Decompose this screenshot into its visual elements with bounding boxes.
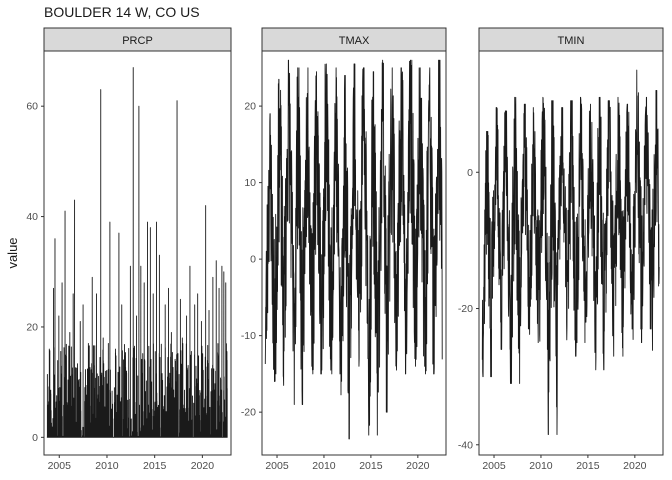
y-tick-label: 60 xyxy=(26,101,38,113)
x-tick-label: 2020 xyxy=(191,460,215,472)
y-tick-label: 20 xyxy=(26,321,38,333)
y-tick-label: -20 xyxy=(458,303,473,315)
series-line-tmax xyxy=(264,59,443,440)
x-tick-label: 2010 xyxy=(529,460,553,472)
panel-border xyxy=(478,50,664,456)
y-axis-title: value xyxy=(5,237,20,268)
panel-prcp: PRCP 0 20 40 60 2005 2010 2015 2020 xyxy=(26,27,232,472)
y-tick-label: -10 xyxy=(241,330,256,342)
x-tick-label: 2015 xyxy=(359,460,383,472)
facet-panels: PRCP 0 20 40 60 2005 2010 2015 2020 TMAX -20 -10 0 10… xyxy=(26,27,664,472)
y-tick-label: -20 xyxy=(241,407,256,419)
series-line-tmin xyxy=(481,69,660,436)
chart-title: BOULDER 14 W, CO US xyxy=(44,4,200,20)
y-tick-label: 20 xyxy=(244,101,256,113)
x-tick-label: 2005 xyxy=(482,460,506,472)
facet-strip-label: TMAX xyxy=(339,35,370,47)
y-tick-label: 0 xyxy=(32,432,38,444)
x-tick-label: 2005 xyxy=(48,460,72,472)
x-tick-label: 2010 xyxy=(312,460,336,472)
facet-strip-label: PRCP xyxy=(122,35,153,47)
y-tick-label: 0 xyxy=(250,254,256,266)
y-tick-label: 0 xyxy=(467,167,473,179)
panel-tmax: TMAX -20 -10 0 10 20 2005 2010 2015 2020 xyxy=(241,27,447,472)
panel-border xyxy=(43,50,232,456)
x-tick-label: 2020 xyxy=(406,460,430,472)
y-tick-label: -40 xyxy=(458,439,473,451)
x-tick-label: 2020 xyxy=(623,460,647,472)
x-tick-label: 2005 xyxy=(265,460,289,472)
panel-tmin: TMIN -40 -20 0 2005 2010 2015 2020 xyxy=(458,27,664,472)
panel-border xyxy=(261,50,447,456)
x-tick-label: 2015 xyxy=(143,460,167,472)
y-tick-label: 10 xyxy=(244,177,256,189)
x-tick-label: 2015 xyxy=(576,460,600,472)
y-tick-label: 40 xyxy=(26,211,38,223)
series-line-prcp xyxy=(46,67,228,438)
x-tick-label: 2010 xyxy=(95,460,119,472)
facet-strip-label: TMIN xyxy=(558,35,585,47)
